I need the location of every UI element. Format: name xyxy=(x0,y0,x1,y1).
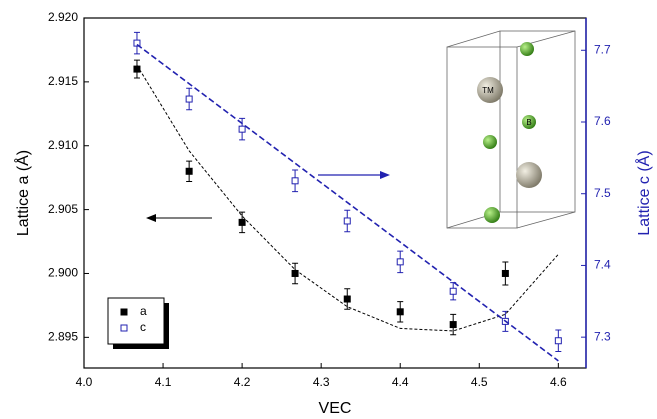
marker xyxy=(344,218,350,224)
marker xyxy=(186,96,192,102)
y-tick-label: 2.910 xyxy=(48,138,78,152)
chart: TM B VEC Lattice a (Å) Lattice c (Å) 4.0… xyxy=(0,0,657,419)
marker xyxy=(502,270,508,276)
legend-marker xyxy=(121,309,127,315)
x-tick-label: 4.3 xyxy=(313,375,330,389)
marker xyxy=(450,322,456,328)
legend-marker xyxy=(121,325,127,331)
atoms xyxy=(477,42,542,223)
legend-label: c xyxy=(140,320,146,334)
marker xyxy=(292,178,298,184)
x-tick-label: 4.5 xyxy=(471,375,488,389)
marker xyxy=(186,168,192,174)
marker xyxy=(134,66,140,72)
atom-label: TM xyxy=(482,86,494,95)
x-tick-label: 4.0 xyxy=(76,375,93,389)
marker xyxy=(239,219,245,225)
marker xyxy=(344,296,350,302)
y2-tick-label: 7.3 xyxy=(594,329,611,343)
x-axis-title: VEC xyxy=(319,400,352,417)
y2-tick-label: 7.4 xyxy=(594,258,611,272)
y-tick-label: 2.900 xyxy=(48,266,78,280)
marker xyxy=(450,288,456,294)
inset-structure xyxy=(447,31,575,228)
x-tick-label: 4.1 xyxy=(155,375,172,389)
y2-tick-label: 7.6 xyxy=(594,114,611,128)
y2-axis-title: Lattice c (Å) xyxy=(634,150,653,235)
y2-tick-label: 7.5 xyxy=(594,186,611,200)
y-tick-label: 2.920 xyxy=(48,10,78,24)
atom-label: B xyxy=(526,118,531,127)
legend-label: a xyxy=(140,304,147,318)
x-tick-label: 4.2 xyxy=(234,375,251,389)
x-tick-label: 4.6 xyxy=(550,375,567,389)
arrow-head xyxy=(380,171,390,179)
marker xyxy=(239,126,245,132)
marker xyxy=(555,338,561,344)
legend-box xyxy=(108,298,164,344)
y-tick-label: 2.905 xyxy=(48,202,78,216)
x-tick-label: 4.4 xyxy=(392,375,409,389)
marker xyxy=(397,309,403,315)
arrow-head xyxy=(146,214,156,222)
y-tick-label: 2.895 xyxy=(48,330,78,344)
marker xyxy=(397,259,403,265)
y-axis-title: Lattice a (Å) xyxy=(13,150,32,236)
y2-tick-label: 7.7 xyxy=(594,42,611,56)
y-tick-label: 2.915 xyxy=(48,74,78,88)
